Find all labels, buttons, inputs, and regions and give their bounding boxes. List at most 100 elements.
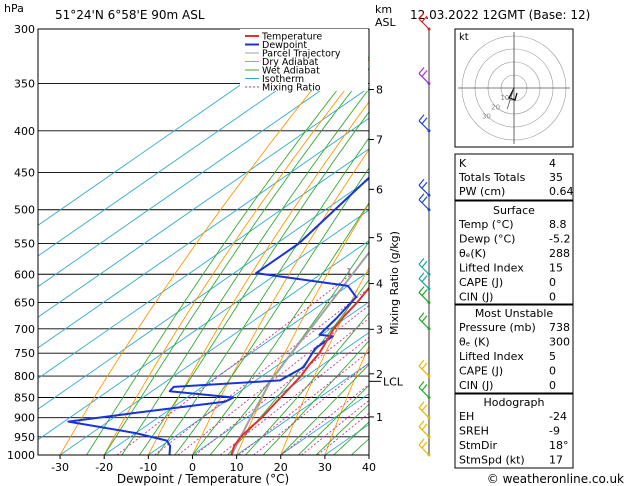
x-tick-label: 10 <box>230 461 244 474</box>
wind-barb-station <box>427 272 431 276</box>
table-row-value: 0 <box>549 291 556 304</box>
table-row-value: 17 <box>549 454 563 467</box>
table-row-label: θₑ(K) <box>459 247 486 260</box>
isotherm-line <box>38 87 369 318</box>
wind-barb-flag <box>418 12 425 20</box>
wind-barb-shaft <box>418 73 430 84</box>
table-row-label: K <box>459 157 467 170</box>
wind-barb-flag <box>418 178 425 186</box>
x-tick-label: -20 <box>95 461 113 474</box>
wind-barb-shaft <box>418 407 430 419</box>
mixing-ratio-label: 2 <box>382 267 387 276</box>
wet-adiabat-line <box>209 240 369 455</box>
pressure-tick-label: 400 <box>14 125 35 138</box>
wind-barb-shaft <box>418 199 430 211</box>
legend-label: Parcel Trajectory <box>262 49 341 60</box>
wind-barb-flag <box>421 384 428 391</box>
wet-adiabat-line <box>245 312 369 455</box>
table-row-value: 738 <box>549 321 570 334</box>
wind-barb-shaft <box>418 387 430 398</box>
wind-barb-shaft <box>418 184 430 196</box>
wind-barb-flag <box>421 260 428 268</box>
isotherm-line <box>148 301 369 455</box>
wind-barb-flag <box>418 272 425 280</box>
credit-text: © weatheronline.co.uk <box>487 472 624 486</box>
dry-adiabat-line <box>324 345 369 455</box>
wind-profile <box>418 12 431 457</box>
dry-adiabat-line <box>103 58 369 455</box>
pressure-tick-label: 800 <box>14 370 35 383</box>
dewpoint-line <box>67 176 369 455</box>
wind-barb-shaft <box>418 278 430 290</box>
location-title: 51°24'N 6°58'E 90m ASL <box>55 8 205 22</box>
x-tick-label: -30 <box>51 461 69 474</box>
km-tick-label: 2 <box>376 368 383 381</box>
wind-barb-flag <box>421 315 428 323</box>
x-tick-label: 40 <box>362 461 376 474</box>
wind-barb-flag <box>421 181 428 189</box>
table-row-value: -24 <box>549 410 567 423</box>
pressure-tick-label: 1000 <box>7 449 35 462</box>
table-row-value: 0.64 <box>549 185 574 198</box>
x-tick-label: 0 <box>189 461 196 474</box>
pressure-tick-label: 550 <box>14 237 35 250</box>
wind-barb-station <box>427 301 431 305</box>
table-row-value: 0 <box>549 276 556 289</box>
wind-barb-station <box>427 416 431 420</box>
isotherm-line <box>59 240 369 455</box>
wet-adiabat-line <box>139 111 369 455</box>
datetime-title: 12.03.2022 12GMT (Base: 12) <box>410 8 590 22</box>
wind-barb-flag <box>418 420 425 428</box>
asl-unit-label: ASL <box>375 16 397 29</box>
isotherm-line <box>192 331 369 455</box>
table-row-value: 0 <box>549 365 556 378</box>
isotherm-line <box>38 117 369 349</box>
wind-barb-station <box>427 287 431 291</box>
hodograph-table-title: Hodograph <box>484 396 545 409</box>
isotherm-line <box>38 29 366 257</box>
wet-adiabat-line <box>156 137 369 455</box>
table-row-label: Temp (°C) <box>458 218 514 231</box>
isotherm-line <box>38 209 369 441</box>
wind-barb-flag <box>421 117 428 125</box>
unstable-box <box>454 304 574 394</box>
hpa-unit-label: hPa <box>4 2 24 15</box>
km-tick-label: 4 <box>376 278 383 291</box>
hodograph-unit-label: kt <box>459 32 469 43</box>
dry-adiabat-line <box>236 203 369 455</box>
hodograph-ring-label: 20 <box>491 103 500 111</box>
mixing-ratio-label: 25 <box>533 267 543 276</box>
mixing-ratio-label: 3 <box>404 267 409 276</box>
wind-barb-flag <box>421 196 428 204</box>
wind-barb-flag <box>421 362 428 370</box>
profiles <box>67 176 369 455</box>
km-tick-label: 7 <box>376 134 383 147</box>
wind-barb-flag <box>421 275 428 283</box>
unstable-title: Most Unstable <box>475 307 554 320</box>
table-row-value: 18° <box>549 439 569 452</box>
pressure-tick-label: 750 <box>14 347 35 360</box>
table-row-label: StmSpd (kt) <box>459 454 525 467</box>
km-tick-label: 1 <box>376 411 383 424</box>
wind-barb-shaft <box>418 365 430 377</box>
table-row-label: SREH <box>459 425 489 438</box>
wind-barb-flag <box>421 289 428 296</box>
wind-barb-flag <box>418 67 425 74</box>
wind-barb-station <box>427 193 431 197</box>
dry-adiabat-line <box>192 148 369 455</box>
hodograph-table-box <box>454 393 574 469</box>
wet-adiabat-line <box>315 403 369 455</box>
x-tick-label: 20 <box>274 461 288 474</box>
pressure-tick-label: 650 <box>14 297 35 310</box>
wet-adiabat-line <box>86 67 355 455</box>
legend-label: Dewpoint <box>262 40 307 51</box>
pressure-tick-label: 350 <box>14 78 35 91</box>
wind-barb-flag <box>418 257 425 265</box>
mixing-ratio-label: 6 <box>444 267 449 276</box>
surface-title: Surface <box>493 204 535 217</box>
pressure-tick-label: 700 <box>14 323 35 336</box>
legend-label: Isotherm <box>262 74 304 85</box>
wet-adiabat-line <box>103 67 369 455</box>
